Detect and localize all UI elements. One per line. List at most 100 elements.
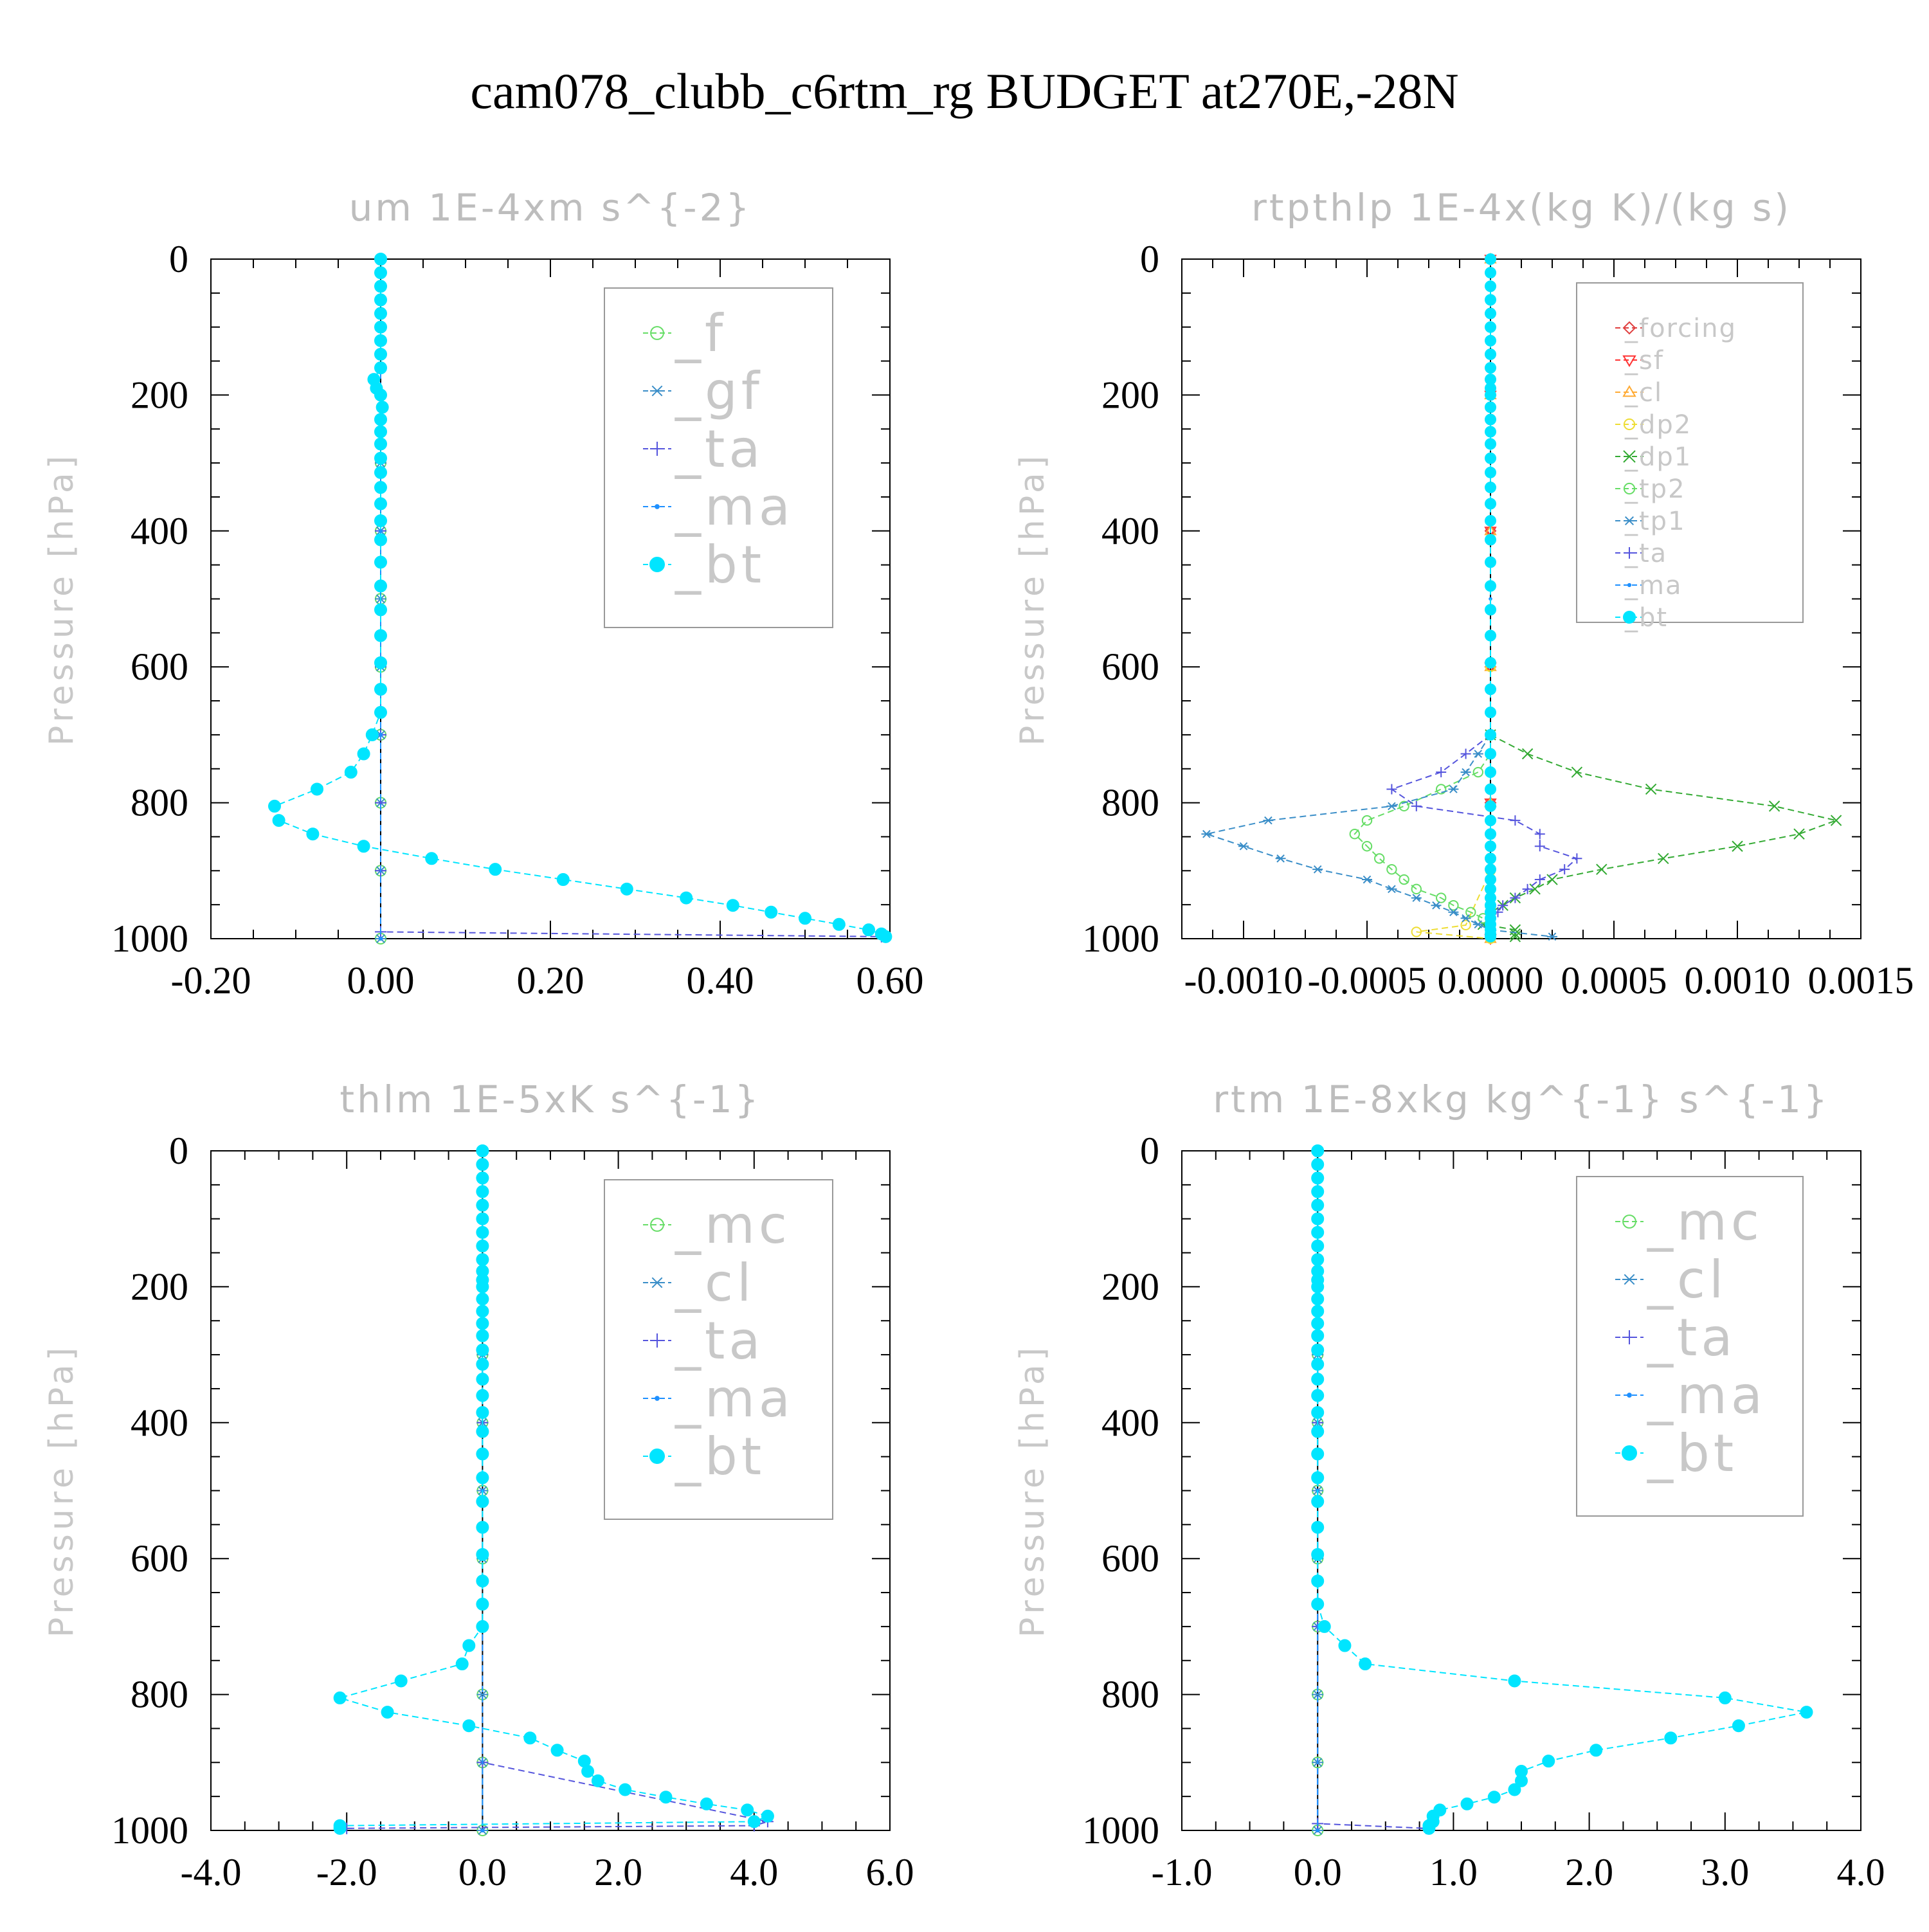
data-point xyxy=(476,1317,489,1330)
data-point xyxy=(1460,919,1471,931)
data-point xyxy=(1448,785,1459,793)
data-point xyxy=(1485,656,1496,669)
data-point xyxy=(476,1521,489,1534)
legend-label: _ma xyxy=(675,477,794,537)
data-point xyxy=(1485,534,1496,546)
data-point xyxy=(476,1198,489,1212)
data-point xyxy=(741,1803,754,1817)
data-point xyxy=(1311,1292,1325,1306)
data-point xyxy=(1485,748,1496,760)
data-point xyxy=(1485,683,1496,696)
data-point xyxy=(1664,1731,1678,1745)
data-point xyxy=(1448,900,1459,911)
data-point xyxy=(480,1828,485,1833)
x-tick-label: 0.40 xyxy=(687,959,754,1002)
data-point xyxy=(476,1144,489,1157)
legend-box xyxy=(1576,1176,1804,1517)
legend-marker xyxy=(650,326,664,340)
x-tick-label: 0.0015 xyxy=(1808,959,1914,1002)
legend-marker xyxy=(1627,1393,1632,1398)
data-point xyxy=(1460,768,1471,777)
y-tick-label: 600 xyxy=(131,646,188,688)
legend-label: _bt xyxy=(675,535,765,595)
legend-label: _ta xyxy=(1647,1308,1736,1368)
data-point xyxy=(1768,800,1780,812)
data-point xyxy=(1485,389,1496,401)
series-tp1 xyxy=(1201,730,1557,941)
data-point xyxy=(1485,853,1496,865)
data-point xyxy=(476,1389,489,1402)
data-point xyxy=(374,451,387,465)
data-point xyxy=(476,1548,489,1561)
data-point xyxy=(1311,1598,1325,1611)
data-point xyxy=(1311,1185,1325,1198)
data-point xyxy=(1508,1783,1521,1796)
data-point xyxy=(476,1171,489,1185)
legend: _mc_cl_ta_ma_bt xyxy=(604,1179,833,1520)
y-axis-label: Pressure [hPa] xyxy=(1013,1344,1052,1638)
data-point xyxy=(1485,253,1496,265)
data-point xyxy=(1436,892,1447,903)
data-point xyxy=(1386,784,1397,795)
legend-marker xyxy=(1622,1274,1636,1285)
data-point xyxy=(591,1774,604,1787)
x-tick-label: -4.0 xyxy=(181,1851,242,1893)
chart-panel-2: rtpthlp 1E-4x(kg K)/(kg s) Pressure [hPa]… xyxy=(1013,186,1914,1002)
data-point xyxy=(394,1674,408,1688)
data-point xyxy=(1589,1744,1603,1757)
legend-label: _cl xyxy=(1624,378,1663,408)
data-point xyxy=(476,1292,489,1306)
data-point xyxy=(1411,926,1422,937)
data-point xyxy=(1431,901,1442,910)
legend-label: _mc xyxy=(675,1195,791,1255)
series-ta xyxy=(1386,729,1582,935)
data-point xyxy=(1534,841,1545,852)
data-point xyxy=(1436,784,1447,795)
data-point xyxy=(1465,907,1476,917)
data-point xyxy=(1485,783,1496,795)
legend-marker xyxy=(650,442,664,456)
data-point xyxy=(1311,1447,1325,1461)
data-point xyxy=(1793,828,1805,840)
series-bt xyxy=(268,253,892,943)
x-tick-label: 3.0 xyxy=(1701,1851,1749,1893)
legend-marker xyxy=(1623,450,1636,463)
x-tick-label: -1.0 xyxy=(1152,1851,1213,1893)
data-point xyxy=(1718,1691,1732,1704)
data-point xyxy=(374,347,387,361)
data-point xyxy=(374,603,387,617)
x-tick-label: 0.20 xyxy=(517,959,584,1002)
data-point xyxy=(1399,800,1409,812)
data-point xyxy=(1311,1212,1325,1225)
data-point xyxy=(1645,783,1657,795)
data-point xyxy=(1485,800,1496,812)
data-point xyxy=(476,1575,489,1588)
series-line xyxy=(1354,734,1491,930)
data-point xyxy=(462,1639,476,1652)
data-point xyxy=(374,706,387,719)
data-point xyxy=(1485,930,1496,943)
legend-label: _ta xyxy=(1624,539,1667,568)
data-point xyxy=(1311,1521,1325,1534)
data-point xyxy=(1510,892,1521,903)
legend-marker xyxy=(1622,1214,1636,1229)
data-point xyxy=(1485,863,1496,876)
y-tick-label: 1000 xyxy=(1082,917,1159,960)
y-tick-label: 600 xyxy=(1101,646,1159,688)
legend-label: _tp1 xyxy=(1624,507,1686,536)
data-point xyxy=(1521,748,1534,760)
data-point xyxy=(1485,348,1496,360)
data-point xyxy=(374,334,387,347)
chart-panel-1: um 1E-4xm s^{-2} Pressure [hPa] 0 200 400 600… xyxy=(42,186,924,1002)
legend-marker xyxy=(1622,385,1636,397)
legend-marker xyxy=(650,1277,664,1288)
series-line xyxy=(1416,259,1491,939)
series-line xyxy=(1481,734,1839,937)
y-tick-label: 400 xyxy=(1101,1402,1159,1444)
data-point xyxy=(476,1447,489,1461)
data-point xyxy=(476,1280,489,1294)
data-point xyxy=(832,917,846,931)
legend-label: _bt xyxy=(1624,603,1668,633)
data-point xyxy=(1422,1821,1436,1835)
